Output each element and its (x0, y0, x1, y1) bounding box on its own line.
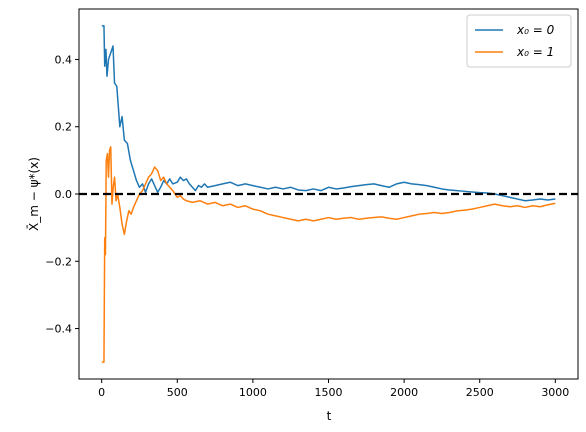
series-line-0 (101, 25, 556, 202)
x-tick-label: 2500 (466, 386, 494, 399)
x-tick-label: 500 (167, 386, 188, 399)
y-tick-label: 0.2 (55, 121, 73, 134)
x-axis-label: t (327, 409, 332, 423)
legend-label-0: x₀ = 0 (516, 23, 555, 37)
legend-label-1: x₀ = 1 (516, 45, 554, 59)
x-tick-label: 3000 (541, 386, 569, 399)
x-tick-label: 1000 (239, 386, 267, 399)
legend: x₀ = 0 x₀ = 1 (466, 14, 572, 68)
x-tick-label: 2000 (390, 386, 418, 399)
x-tick-label: 1500 (315, 386, 343, 399)
y-tick-label: −0.2 (45, 255, 72, 268)
x-tick-label: 0 (98, 386, 105, 399)
series-line-1 (101, 146, 556, 363)
plot-layer (79, 25, 578, 363)
y-tick-label: −0.4 (45, 323, 72, 336)
axes-layer: 0 500 1000 1500 2000 2500 3000 −0.4 −0.2 0.0 0.2 0.… (45, 8, 579, 399)
legend-box (466, 14, 572, 68)
y-tick-label: 0.0 (55, 188, 73, 201)
y-axis-label: X̄_m − ψ*(x) (27, 157, 41, 231)
y-tick-label: 0.4 (55, 53, 73, 66)
y-axis-label-text: X̄_m − ψ*(x) (27, 157, 41, 231)
